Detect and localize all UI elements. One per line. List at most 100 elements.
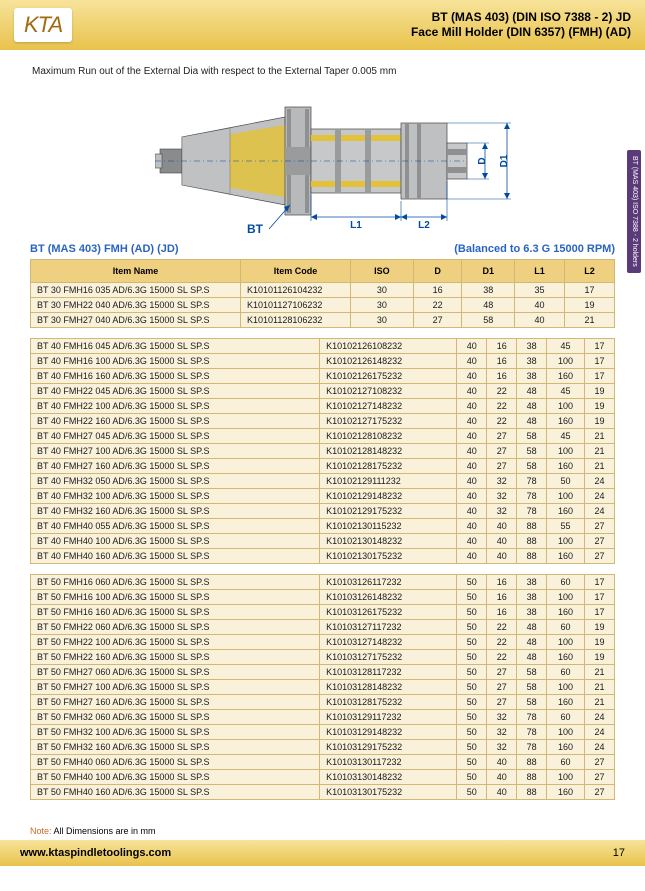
table-cell: 40 [457,399,487,414]
table-cell: 100 [547,354,585,369]
table-row: BT 40 FMH32 050 AD/6.3G 15000 SL SP.SK10… [31,474,615,489]
table-cell: 58 [517,444,547,459]
table-cell: 60 [547,575,585,590]
table-cell: 78 [517,740,547,755]
page-footer: www.ktaspindletoolings.com 17 [0,840,645,866]
table-cell: 32 [487,489,517,504]
table-cell: 58 [517,695,547,710]
table-cell: 32 [487,504,517,519]
table-cell: K10102126108232 [320,339,457,354]
table-cell: BT 50 FMH22 160 AD/6.3G 15000 SL SP.S [31,650,320,665]
table-row: BT 30 FMH22 040 AD/6.3G 15000 SL SP.SK10… [31,298,615,313]
col-iso: ISO [351,260,414,283]
table-cell: 17 [584,605,614,620]
table-cell: K10102127175232 [320,414,457,429]
table-cell: 88 [517,755,547,770]
spec-table-1: Item Name Item Code ISO D D1 L1 L2 BT 30… [30,259,615,328]
table-cell: 50 [457,710,487,725]
table-cell: BT 40 FMH16 160 AD/6.3G 15000 SL SP.S [31,369,320,384]
table-cell: 55 [547,519,585,534]
table-cell: 40 [457,384,487,399]
table-cell: 50 [457,740,487,755]
table-cell: 40 [487,534,517,549]
table-cell: 50 [457,590,487,605]
table-cell: 58 [517,665,547,680]
table-cell: 40 [487,785,517,800]
table-cell: 27 [413,313,462,328]
table-cell: 78 [517,725,547,740]
table-cell: 48 [517,620,547,635]
table-cell: 100 [547,635,585,650]
table-cell: 160 [547,605,585,620]
table-cell: 22 [487,620,517,635]
table-cell: 160 [547,740,585,755]
table-cell: 17 [584,369,614,384]
table-cell: 19 [584,650,614,665]
table-cell: 78 [517,504,547,519]
svg-text:L2: L2 [418,220,430,231]
table-cell: 100 [547,489,585,504]
table-cell: 27 [584,755,614,770]
table-cell: K10101126104232 [241,283,351,298]
spec-table-3: BT 50 FMH16 060 AD/6.3G 15000 SL SP.S K10… [30,574,615,800]
logo-container: KTA [14,8,72,42]
table-cell: K10101127106232 [241,298,351,313]
table-cell: 22 [487,414,517,429]
header-title-line2: Face Mill Holder (DIN 6357) (FMH) (AD) [411,25,631,40]
table-cell: 32 [487,710,517,725]
table-cell: 58 [517,680,547,695]
table-cell: BT 40 FMH27 045 AD/6.3G 15000 SL SP.S [31,429,320,444]
table-cell: BT 50 FMH40 060 AD/6.3G 15000 SL SP.S [31,755,320,770]
svg-text:D: D [477,157,488,164]
dimensions-note: Note: All Dimensions are in mm [30,826,645,836]
table-cell: 60 [547,755,585,770]
table-cell: 88 [517,519,547,534]
table-cell: 21 [584,680,614,695]
table-row: BT 30 FMH27 040 AD/6.3G 15000 SL SP.SK10… [31,313,615,328]
table-cell: 30 [351,298,414,313]
table-row: BT 40 FMH40 100 AD/6.3G 15000 SL SP.SK10… [31,534,615,549]
table-cell: 38 [517,605,547,620]
table-cell: 100 [547,590,585,605]
table-cell: 88 [517,770,547,785]
table-cell: BT 30 FMH27 040 AD/6.3G 15000 SL SP.S [31,313,241,328]
table-cell: BT 40 FMH32 100 AD/6.3G 15000 SL SP.S [31,489,320,504]
table-cell: 50 [547,474,585,489]
table-row: BT 50 FMH27 100 AD/6.3G 15000 SL SP.SK10… [31,680,615,695]
table-cell: BT 40 FMH32 050 AD/6.3G 15000 SL SP.S [31,474,320,489]
table-cell: K10102127108232 [320,384,457,399]
table-cell: 38 [517,575,547,590]
table-cell: 17 [584,575,614,590]
table-cell: 22 [487,384,517,399]
table-cell: 19 [584,384,614,399]
col-d1: D1 [462,260,515,283]
table-cell: BT 40 FMH32 160 AD/6.3G 15000 SL SP.S [31,504,320,519]
table-cell: 40 [487,755,517,770]
table-cell: K10103130148232 [320,770,457,785]
note-label: Note: [30,826,52,836]
table-cell: 48 [517,635,547,650]
table-cell: 50 [457,635,487,650]
table-cell: 58 [517,459,547,474]
table-cell: BT 50 FMH16 060 AD/6.3G 15000 SL SP.S [31,575,320,590]
table-cell: 160 [547,650,585,665]
table-cell: BT 40 FMH40 160 AD/6.3G 15000 SL SP.S [31,549,320,564]
table-cell: 50 [457,755,487,770]
table-cell: 40 [457,369,487,384]
table-cell: 48 [517,414,547,429]
table-row: BT 30 FMH16 035 AD/6.3G 15000 SL SP.SK10… [31,283,615,298]
table-cell: 40 [487,519,517,534]
footer-url: www.ktaspindletoolings.com [20,847,171,859]
table-cell: 21 [564,313,614,328]
table-cell: K10102126148232 [320,354,457,369]
table-cell: K10103128148232 [320,680,457,695]
table-cell: 40 [457,504,487,519]
table-cell: 40 [457,414,487,429]
table-row: BT 50 FMH22 100 AD/6.3G 15000 SL SP.SK10… [31,635,615,650]
table-cell: 24 [584,504,614,519]
table-cell: 48 [517,650,547,665]
table-cell: 50 [457,620,487,635]
table-cell: 100 [547,770,585,785]
table-cell: BT 50 FMH27 060 AD/6.3G 15000 SL SP.S [31,665,320,680]
table-title-row: BT (MAS 403) FMH (AD) (JD) (Balanced to … [30,243,615,255]
